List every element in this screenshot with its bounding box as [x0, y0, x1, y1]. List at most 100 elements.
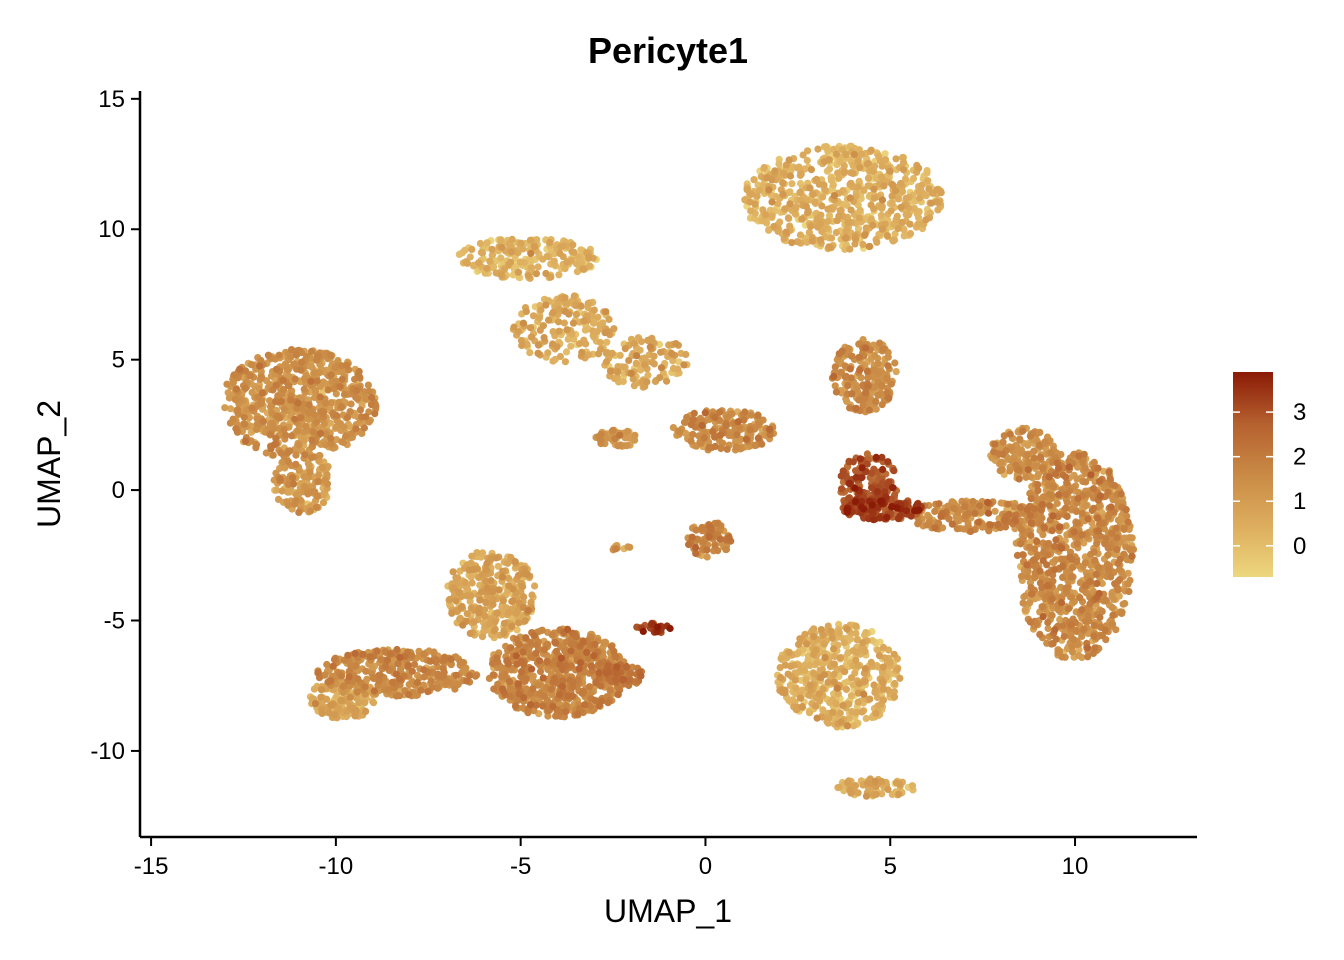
data-point — [361, 394, 369, 402]
data-point — [479, 549, 487, 557]
data-point — [888, 192, 896, 200]
data-point — [452, 597, 460, 605]
data-point — [499, 597, 507, 605]
data-point — [613, 373, 621, 381]
data-point — [1026, 538, 1034, 546]
data-point — [697, 439, 705, 447]
data-point — [334, 357, 342, 365]
data-point — [759, 217, 767, 225]
data-point — [864, 174, 873, 182]
data-point — [482, 598, 490, 607]
data-point — [900, 232, 908, 240]
data-point — [248, 361, 256, 369]
data-point — [868, 637, 877, 645]
data-point — [859, 240, 867, 249]
data-point — [1026, 599, 1034, 607]
data-point — [586, 689, 595, 697]
data-point — [292, 497, 300, 505]
data-point — [797, 170, 805, 178]
data-point — [300, 385, 308, 393]
data-point — [347, 400, 355, 408]
data-point — [894, 224, 902, 233]
data-point — [872, 405, 880, 413]
data-point — [830, 670, 838, 679]
data-point — [842, 227, 850, 235]
data-point — [852, 656, 860, 664]
data-point — [822, 186, 830, 195]
data-point — [892, 779, 901, 787]
data-point — [514, 268, 522, 276]
data-point — [523, 570, 532, 579]
data-point — [355, 699, 363, 707]
data-point — [1022, 473, 1030, 481]
data-point — [799, 645, 807, 654]
data-point — [543, 252, 551, 260]
data-point — [868, 167, 876, 175]
data-point — [262, 449, 270, 457]
data-point — [785, 156, 793, 164]
data-point — [1058, 653, 1066, 661]
data-point — [657, 364, 666, 372]
data-point — [358, 429, 366, 437]
data-point — [1016, 435, 1024, 443]
data-point — [596, 338, 605, 347]
data-point — [1115, 565, 1124, 574]
data-point — [221, 404, 229, 412]
data-point — [753, 192, 761, 200]
data-point — [866, 695, 874, 703]
data-point — [549, 328, 557, 336]
data-point — [614, 442, 622, 450]
data-point — [682, 350, 690, 359]
data-point — [310, 369, 318, 377]
data-point — [923, 167, 931, 175]
data-point — [872, 790, 880, 798]
data-point — [978, 523, 987, 531]
data-point — [1053, 499, 1061, 507]
data-point — [637, 366, 645, 374]
data-point — [448, 609, 456, 617]
data-point — [887, 207, 895, 215]
data-point — [597, 430, 605, 438]
data-point — [605, 315, 613, 323]
data-point — [1104, 551, 1112, 559]
data-point — [802, 203, 811, 211]
data-point — [828, 634, 836, 642]
data-point — [606, 367, 615, 375]
data-point — [476, 596, 484, 604]
data-point — [325, 709, 333, 717]
data-point — [836, 709, 844, 717]
data-point — [827, 627, 835, 635]
data-point — [824, 678, 832, 686]
data-point — [446, 595, 454, 603]
data-point — [556, 249, 564, 258]
data-point — [526, 236, 535, 244]
data-point — [483, 559, 491, 568]
data-point — [542, 269, 550, 278]
data-point — [832, 228, 841, 237]
data-point — [549, 340, 557, 348]
data-point — [834, 690, 842, 698]
data-point — [906, 230, 915, 238]
data-point — [481, 612, 489, 620]
data-point — [295, 441, 303, 449]
data-point — [1108, 592, 1116, 601]
data-point — [849, 722, 858, 730]
data-point — [561, 358, 570, 366]
data-point — [797, 666, 805, 675]
data-point — [889, 181, 897, 189]
data-point — [812, 175, 821, 183]
data-point — [854, 789, 862, 797]
data-point — [792, 684, 800, 692]
data-point — [843, 778, 852, 787]
data-point — [1057, 583, 1065, 592]
data-point — [861, 647, 869, 656]
data-point — [497, 236, 505, 244]
data-point — [272, 486, 281, 494]
data-point — [824, 217, 832, 225]
data-point — [1118, 609, 1126, 618]
data-point — [1073, 475, 1081, 483]
data-point — [466, 597, 474, 606]
data-point — [786, 200, 794, 208]
data-point — [672, 340, 680, 348]
data-point — [695, 432, 703, 440]
